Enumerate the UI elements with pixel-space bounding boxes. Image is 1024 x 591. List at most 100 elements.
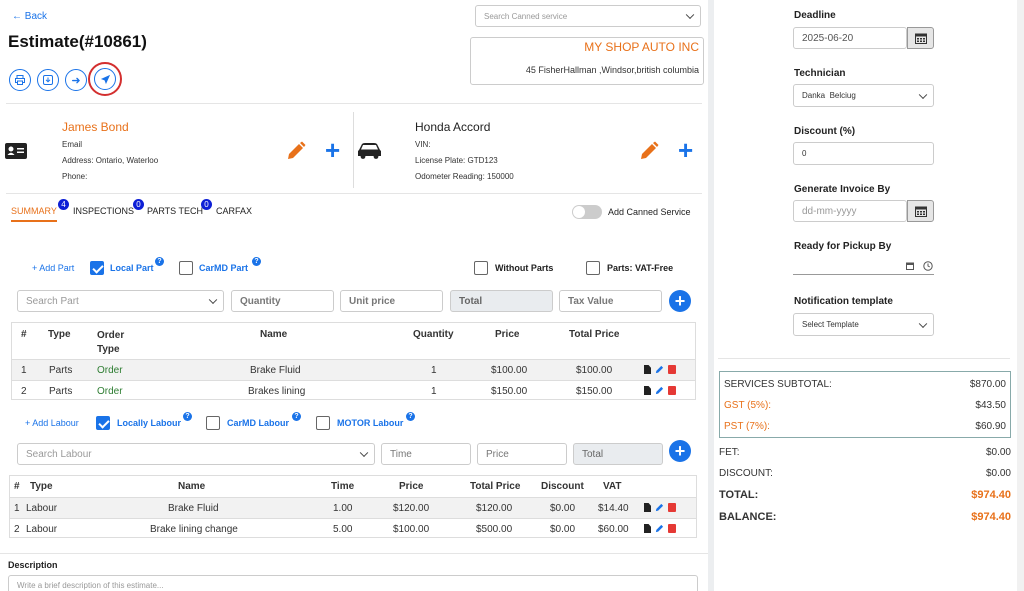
invoice-date-input[interactable]: dd-mm-yyyy xyxy=(793,200,907,222)
calendar-icon xyxy=(915,33,927,44)
arrow-right-icon: ➜ xyxy=(71,74,81,87)
edit-customer-icon[interactable] xyxy=(286,141,306,161)
motor-labour-checkbox[interactable] xyxy=(316,416,330,430)
arrow-left-icon: ← xyxy=(12,11,22,22)
generate-invoice-label: Generate Invoice By xyxy=(794,184,891,195)
send-button-highlight xyxy=(88,62,122,96)
tax-value-input[interactable]: Tax Value xyxy=(559,290,662,312)
col-header: Quantity xyxy=(413,329,454,340)
tab-parts-tech[interactable]: PARTS TECH xyxy=(147,206,204,216)
local-labour-checkbox[interactable] xyxy=(96,416,110,430)
divider xyxy=(6,103,702,104)
cell: $120.00 xyxy=(393,503,430,514)
local-part-label: Local Part xyxy=(110,263,154,273)
tab-summary[interactable]: SUMMARY xyxy=(11,206,57,222)
cell: Brake lining change xyxy=(150,524,238,535)
notification-select[interactable]: Select Template xyxy=(793,313,934,336)
vehicle-name: Honda Accord xyxy=(415,120,491,134)
technician-select[interactable]: Danka Belciug xyxy=(793,84,934,107)
add-labour-button[interactable]: + xyxy=(669,440,691,462)
quantity-input[interactable]: Quantity xyxy=(231,290,334,312)
send-button[interactable] xyxy=(94,68,116,90)
help-icon: ? xyxy=(183,412,192,421)
time-input[interactable]: Time xyxy=(381,443,471,465)
car-icon xyxy=(358,143,381,159)
trash-icon[interactable] xyxy=(668,524,676,533)
table-row: 2 Labour Brake lining change 5.00 $100.0… xyxy=(10,518,696,538)
trash-icon[interactable] xyxy=(668,386,676,395)
forward-button[interactable]: ➜ xyxy=(65,69,87,91)
print-button[interactable] xyxy=(9,69,31,91)
add-part-link[interactable]: + Add Part xyxy=(32,263,75,273)
pencil-icon[interactable] xyxy=(655,386,664,395)
document-icon[interactable] xyxy=(644,365,651,374)
add-vehicle-icon[interactable]: + xyxy=(678,135,694,165)
scrollbar[interactable] xyxy=(1017,0,1024,591)
trash-icon[interactable] xyxy=(668,365,676,374)
col-header: # xyxy=(14,481,20,492)
document-icon[interactable] xyxy=(644,386,651,395)
add-canned-toggle[interactable] xyxy=(572,205,602,219)
paper-plane-icon xyxy=(100,74,110,84)
side-panel: Deadline 2025-06-20 Technician Danka Bel… xyxy=(714,0,1024,591)
pst-row: PST (7%): $60.90 xyxy=(724,421,1006,432)
back-link[interactable]: ← Back xyxy=(12,11,48,22)
col-header: Name xyxy=(260,329,288,340)
customer-address: Address: Ontario, Waterloo xyxy=(62,156,159,165)
cell: 2 xyxy=(14,524,20,535)
local-part-checkbox[interactable] xyxy=(90,261,104,275)
document-icon[interactable] xyxy=(644,503,651,512)
pickup-datetime-input[interactable] xyxy=(793,258,934,275)
calendar-button[interactable] xyxy=(907,200,934,222)
description-textarea[interactable]: Write a brief description of this estima… xyxy=(8,575,698,591)
part-total-field: Total xyxy=(450,290,553,312)
shop-name: MY SHOP AUTO INC xyxy=(584,40,699,54)
customer-email: Email xyxy=(62,140,83,149)
carmd-labour-checkbox[interactable] xyxy=(206,416,220,430)
add-customer-icon[interactable]: + xyxy=(325,135,341,165)
edit-vehicle-icon[interactable] xyxy=(639,141,659,161)
cell: 1 xyxy=(21,365,27,376)
table-row: 2 Parts Order Brakes lining 1 $150.00 $1… xyxy=(12,380,695,400)
pencil-icon[interactable] xyxy=(655,365,664,374)
search-part-select[interactable]: Search Part xyxy=(17,290,224,312)
cell: Brakes lining xyxy=(248,386,306,397)
description-label: Description xyxy=(8,560,58,570)
labour-price-input[interactable]: Price xyxy=(477,443,567,465)
add-part-button[interactable]: + xyxy=(669,290,691,312)
without-parts-checkbox[interactable] xyxy=(474,261,488,275)
shop-card: MY SHOP AUTO INC 45 FisherHallman ,Winds… xyxy=(470,37,704,85)
canned-service-select[interactable]: Search Canned service xyxy=(475,5,701,27)
balance-row: BALANCE: $974.40 xyxy=(719,511,1011,523)
unit-price-input[interactable]: Unit price xyxy=(340,290,443,312)
vat-free-checkbox[interactable] xyxy=(586,261,600,275)
carmd-labour-label: CarMD Labour xyxy=(227,418,290,428)
labour-total-field: Total xyxy=(573,443,663,465)
add-labour-link[interactable]: + Add Labour xyxy=(25,418,79,428)
discount-input[interactable]: 0 xyxy=(793,142,934,165)
technician-label: Technician xyxy=(794,68,846,79)
vehicle-plate: License Plate: GTD123 xyxy=(415,156,498,165)
trash-icon[interactable] xyxy=(668,503,676,512)
deadline-input[interactable]: 2025-06-20 xyxy=(793,27,907,49)
pencil-icon[interactable] xyxy=(655,503,664,512)
calendar-button[interactable] xyxy=(907,27,934,49)
carmd-part-checkbox[interactable] xyxy=(179,261,193,275)
document-icon[interactable] xyxy=(644,524,651,533)
calendar-icon xyxy=(906,262,914,270)
search-labour-select[interactable]: Search Labour xyxy=(17,443,375,465)
cell: 1.00 xyxy=(333,503,353,514)
chevron-down-icon xyxy=(918,90,928,99)
shop-address: 45 FisherHallman ,Windsor,british columb… xyxy=(525,65,699,75)
cell: Order xyxy=(97,386,123,397)
col-header: Name xyxy=(178,481,206,492)
tab-carfax[interactable]: CARFAX xyxy=(216,206,253,216)
customer-phone: Phone: xyxy=(62,172,88,181)
tab-inspections[interactable]: INSPECTIONS xyxy=(73,206,135,216)
cell: $100.00 xyxy=(576,365,613,376)
customer-name[interactable]: James Bond xyxy=(62,120,129,134)
pencil-icon[interactable] xyxy=(655,524,664,533)
download-button[interactable] xyxy=(37,69,59,91)
row-actions xyxy=(644,524,676,533)
discount-label: Discount (%) xyxy=(794,126,856,137)
